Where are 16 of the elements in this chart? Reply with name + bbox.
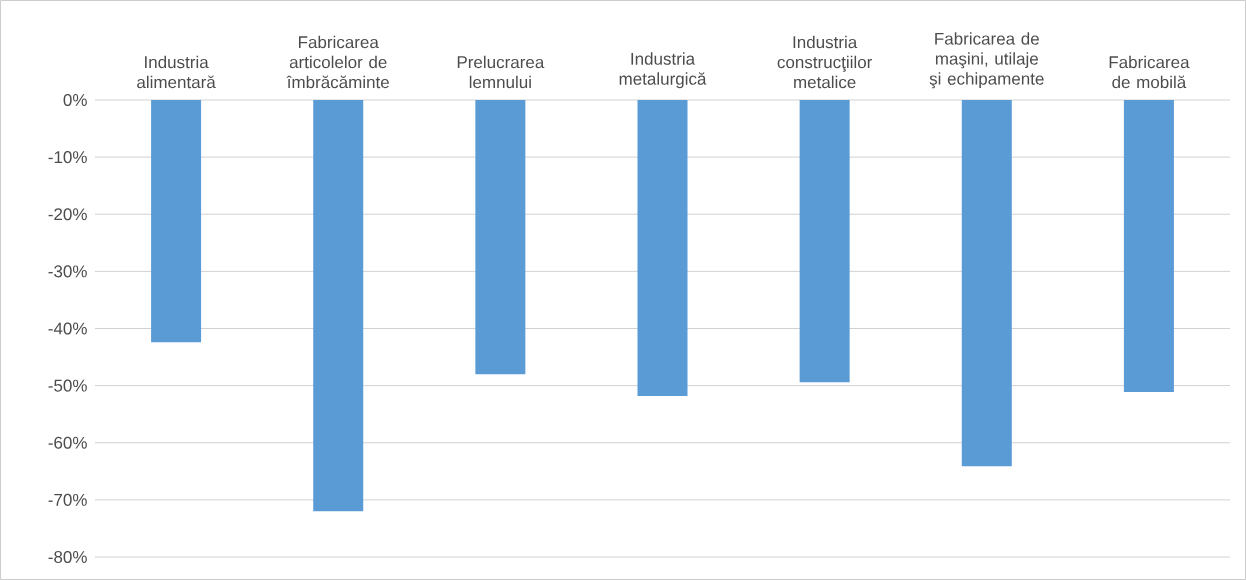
x-tick-label: Industria metalurgică <box>619 52 707 89</box>
y-tick-label: -20% <box>48 208 87 221</box>
y-tick-label: -70% <box>48 493 87 506</box>
y-tick-label: -50% <box>48 379 87 392</box>
y-tick-label: -10% <box>48 151 87 164</box>
x-tick-label: Industria construcţiilor metalice <box>777 35 873 89</box>
y-tick-label: -60% <box>48 436 87 449</box>
y-tick-label: -80% <box>48 550 87 564</box>
y-tick-label: -30% <box>48 265 87 278</box>
x-tick-label: Fabricarea articolelor de îmbrăcăminte <box>286 35 389 89</box>
x-tick-label: Industria alimentară <box>137 55 216 89</box>
x-tick-label: Fabricarea de maşini, utilaje şi echipamente <box>929 32 1044 89</box>
x-tick-label: Prelucrarea lemnului <box>457 55 545 89</box>
y-tick-label: -40% <box>48 322 87 335</box>
x-tick-label: Fabricarea de mobilă <box>1109 55 1190 89</box>
y-tick-label: 0% <box>63 93 87 107</box>
